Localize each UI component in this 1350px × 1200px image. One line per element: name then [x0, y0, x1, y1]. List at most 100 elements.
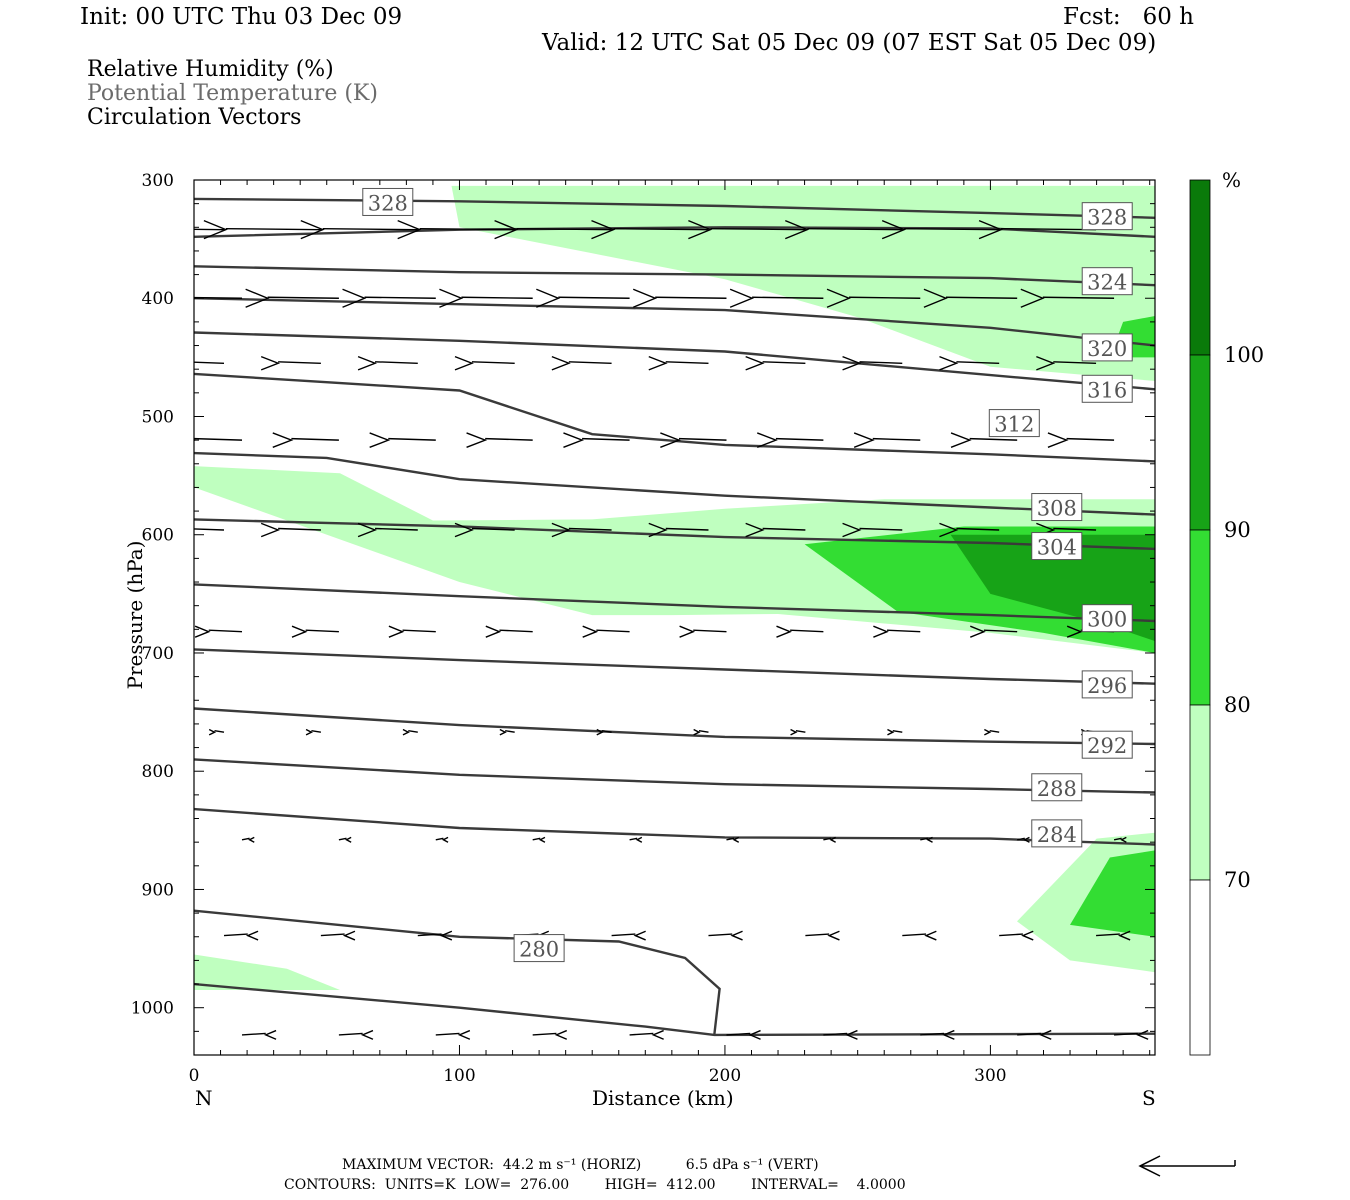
isentrope-288 — [194, 758, 1155, 794]
isentrope-312 — [194, 372, 1155, 463]
svg-text:292: 292 — [1087, 734, 1127, 758]
rh-band-80-lower-right — [1070, 850, 1155, 937]
circulation-vector — [1114, 1029, 1149, 1040]
circulation-vector — [241, 836, 255, 843]
circulation-vector — [745, 522, 806, 538]
circulation-vector — [1096, 930, 1131, 941]
y-tick-label: 500 — [142, 407, 174, 427]
svg-text:320: 320 — [1087, 337, 1127, 361]
init-time: Init: 00 UTC Thu 03 Dec 09 — [80, 4, 403, 30]
circulation-vector — [842, 355, 903, 371]
isentrope-label-328: 328 — [362, 187, 414, 216]
circulation-vector — [435, 1029, 471, 1040]
circulation-vector — [194, 437, 243, 442]
circulation-vector — [194, 228, 225, 231]
colorbar-unit: % — [1222, 168, 1242, 192]
circulation-vector — [726, 836, 740, 843]
circulation-vector — [999, 930, 1034, 941]
circulation-vector — [582, 625, 630, 638]
circulation-vector — [826, 288, 921, 308]
y-axis-label: Pressure (hPa) — [123, 540, 147, 690]
circulation-vector — [342, 288, 436, 308]
circulation-vector — [790, 728, 806, 736]
y-tick-label: 900 — [142, 880, 174, 900]
x-tick-label: 0 — [189, 1066, 200, 1086]
circulation-vector — [208, 728, 225, 736]
circulation-vector — [369, 432, 436, 448]
isentrope-280 — [194, 909, 721, 1036]
circulation-vector — [260, 522, 321, 538]
circulation-vector — [563, 432, 630, 448]
circulation-vector — [305, 728, 322, 736]
circulation-vector — [881, 220, 1000, 240]
colorbar-swatch — [1189, 354, 1211, 531]
circulation-vector — [1017, 836, 1030, 843]
rh-band-70-upper-right — [451, 185, 1155, 381]
x-end-right-label: S — [1142, 1086, 1156, 1110]
circulation-vector — [679, 625, 727, 638]
isentrope-label-312: 312 — [988, 409, 1040, 438]
colorbar-swatch — [1189, 879, 1211, 1056]
isentrope-324 — [194, 265, 1155, 287]
svg-text:300: 300 — [1087, 608, 1127, 632]
plot-frame — [193, 179, 1156, 1056]
max-vector-text: MAXIMUM VECTOR: 44.2 m s⁻¹ (HORIZ) 6.5 d… — [342, 1157, 819, 1173]
x-end-left-label: N — [195, 1086, 213, 1110]
circulation-vector — [611, 930, 646, 941]
circulation-vector — [291, 625, 339, 638]
circulation-vector — [499, 728, 515, 736]
circulation-vector — [203, 220, 321, 240]
circulation-vector — [745, 355, 806, 371]
colorbar-swatch — [1189, 529, 1211, 706]
circulation-vector — [485, 625, 533, 638]
circulation-vector — [338, 1029, 374, 1040]
circulation-vector — [596, 728, 612, 736]
circulation-vector — [357, 522, 418, 538]
colorbar-level-label: 100 — [1224, 343, 1264, 367]
x-tick-label: 200 — [709, 1066, 741, 1086]
circulation-vector — [494, 220, 612, 240]
isentrope-320 — [194, 297, 1155, 347]
circulation-vector — [693, 728, 709, 736]
isentrope-label-288: 288 — [1031, 773, 1083, 802]
isentrope-label-300: 300 — [1081, 604, 1133, 633]
isentrope-292 — [194, 707, 1155, 746]
circulation-vector — [417, 930, 453, 941]
circulation-vector — [648, 355, 709, 371]
svg-text:328: 328 — [368, 191, 408, 215]
circulation-vector — [978, 220, 1097, 240]
circulation-vector — [823, 1029, 858, 1040]
circulation-vector — [842, 522, 903, 538]
isentrope-label-328: 328 — [1081, 202, 1133, 231]
circulation-vector — [902, 930, 937, 941]
x-tick-label: 100 — [443, 1066, 475, 1086]
isentrope-label-296: 296 — [1081, 670, 1133, 699]
field-rh-label: Relative Humidity (%) — [87, 57, 334, 82]
svg-text:280: 280 — [519, 938, 559, 962]
circulation-vector — [1047, 432, 1115, 448]
isentrope-label-284: 284 — [1031, 819, 1083, 848]
circulation-vector — [300, 220, 418, 240]
field-vectors-label: Circulation Vectors — [87, 105, 302, 130]
isentrope-label-324: 324 — [1081, 267, 1133, 296]
circulation-vector — [873, 625, 921, 638]
y-tick-label: 400 — [142, 289, 174, 309]
circulation-vector — [272, 432, 339, 448]
circulation-vector — [660, 432, 727, 448]
field-theta-label: Potential Temperature (K) — [87, 81, 378, 106]
valid-time: Valid: 12 UTC Sat 05 Dec 09 (07 EST Sat … — [542, 30, 1157, 56]
svg-text:308: 308 — [1037, 497, 1077, 521]
colorbar-level-label: 80 — [1224, 693, 1251, 717]
circulation-vector — [984, 728, 1000, 736]
y-tick-label: 300 — [142, 171, 174, 191]
circulation-vector — [260, 355, 321, 371]
circulation-vector — [591, 220, 709, 240]
circulation-vector — [397, 220, 515, 240]
circulation-vector — [970, 625, 1018, 638]
circulation-vector — [194, 625, 243, 638]
circulation-vector — [388, 625, 436, 638]
y-tick-label: 600 — [142, 526, 174, 546]
circulation-vector — [887, 728, 903, 736]
svg-text:288: 288 — [1037, 777, 1077, 801]
circulation-vector — [920, 1029, 955, 1040]
